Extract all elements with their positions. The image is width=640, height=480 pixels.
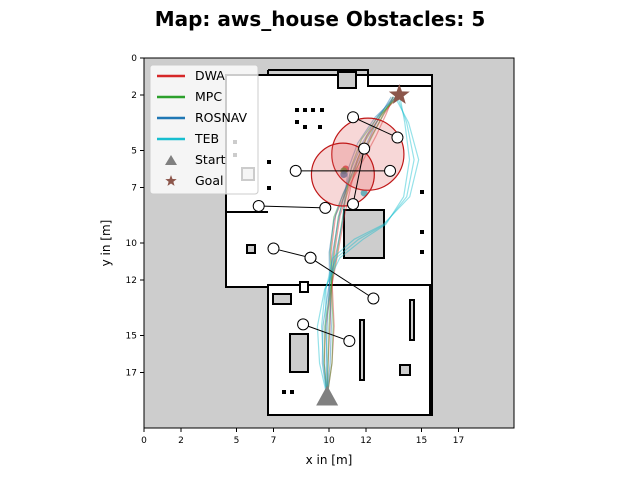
free-space-2 [299,281,309,293]
trajectory-dwa-run-2 [326,96,394,397]
x-axis: 0 2 5 7 10 12 15 17 [141,428,464,446]
legend-label-rosnav: ROSNAV [195,110,248,125]
x-tick-label-3: 7 [271,436,277,446]
legend-label-mpc: MPC [195,89,222,104]
clutter-6 [318,125,322,129]
obstacle-start-5 [304,251,317,264]
trajectory-dwa-run-1 [326,96,397,397]
trajectories [316,96,420,397]
trajectory-teb-run-0 [316,96,411,397]
start-goal-markers [316,84,410,406]
occupancy-map [225,69,433,416]
y-tick-label-0: 0 [131,54,137,64]
furniture-4 [399,364,411,376]
trajectory-teb-run-1 [320,96,415,397]
obstacle-start-2 [289,164,302,177]
endpoint-teb [360,189,368,197]
goal-marker [388,84,410,104]
x-tick-label-1: 2 [178,436,184,446]
y-tick-label-7: 17 [126,369,137,379]
legend-label-teb: TEB [194,131,219,146]
furniture-2 [272,293,292,305]
obstacle-start-0 [347,111,360,124]
chart-title: Map: aws_house Obstacles: 5 [155,7,486,31]
obstacle-path-0 [352,116,398,139]
furniture-1 [343,209,385,259]
x-tick-label-2: 5 [234,436,240,446]
legend-swatch-start [165,155,177,165]
legend-label-dwa: DWA [195,68,225,83]
legend-swatch-goal [165,175,177,186]
clutter-15 [420,230,424,234]
obstacle-end-1 [347,198,360,211]
obstacle-start-6 [297,318,310,331]
x-tick-label-4: 10 [323,436,335,446]
legend: DWA MPC ROSNAV TEB Start Goal [149,64,259,195]
x-tick-label-0: 0 [141,436,147,446]
dynamic-obstacles [252,111,404,348]
x-tick-label-6: 15 [416,436,427,446]
clutter-3 [320,108,324,112]
endpoint-rosnav [340,171,348,179]
y-axis: 0 2 5 7 10 12 15 17 [126,54,144,379]
furniture-3 [289,333,309,373]
legend-label-goal: Goal [195,173,223,188]
obstacle-path-1 [352,148,365,205]
legend-label-start: Start [195,152,226,167]
trajectory-mpc-run-1 [326,96,397,397]
obstacle-end-6 [343,335,356,348]
obstacle-end-3 [319,201,332,214]
obstacle-start-3 [252,200,265,212]
y-tick-label-3: 7 [131,184,137,194]
robot-footprint-1 [310,142,375,207]
clutter-12 [282,390,286,394]
obstacle-path-3 [258,205,326,209]
x-tick-label-7: 17 [453,436,464,446]
y-tick-label-6: 15 [126,332,137,342]
furniture-0 [337,71,357,89]
y-axis-label: y in [m] [99,220,113,267]
furniture-5 [246,244,256,254]
clutter-5 [303,125,307,129]
obstacle-end-0 [391,131,404,144]
x-axis-label: x in [m] [306,453,353,467]
obstacle-start-1 [358,142,371,155]
clutter-1 [303,108,307,112]
trajectory-teb-run-2 [325,96,420,397]
trajectory-dwa-run-0 [323,96,399,397]
obstacle-end-2 [384,164,397,177]
plot-area [144,58,514,428]
clutter-9 [267,160,271,164]
obstacle-start-4 [267,242,280,255]
y-tick-label-4: 10 [126,239,138,249]
clutter-16 [420,250,424,254]
obstacle-path-5 [310,257,374,299]
clutter-11 [267,186,271,190]
clutter-13 [290,390,294,394]
start-marker [316,385,339,406]
obstacle-path-6 [302,323,350,342]
x-tick-label-5: 12 [360,436,371,446]
y-tick-label-1: 2 [131,91,137,101]
clutter-4 [295,120,299,124]
wall-2 [267,288,433,416]
clutter-0 [295,108,299,112]
free-space-0 [225,74,433,288]
trajectory-mpc-run-0 [323,96,399,397]
clutter-2 [311,108,315,112]
wall-1 [268,69,433,288]
y-tick-label-2: 5 [131,147,137,157]
trajectory-rosnav-run-0 [321,96,397,397]
trajectory-rosnav-run-1 [325,96,395,397]
furniture-6 [359,319,365,381]
y-tick-label-5: 12 [126,276,137,286]
obstacle-end-5 [367,292,380,305]
obstacle-path-4 [273,248,311,259]
trajectory-rosnav-run-2 [326,96,392,397]
furniture-7 [409,299,415,341]
clutter-14 [420,190,424,194]
trajectory-mpc-run-2 [326,96,394,397]
